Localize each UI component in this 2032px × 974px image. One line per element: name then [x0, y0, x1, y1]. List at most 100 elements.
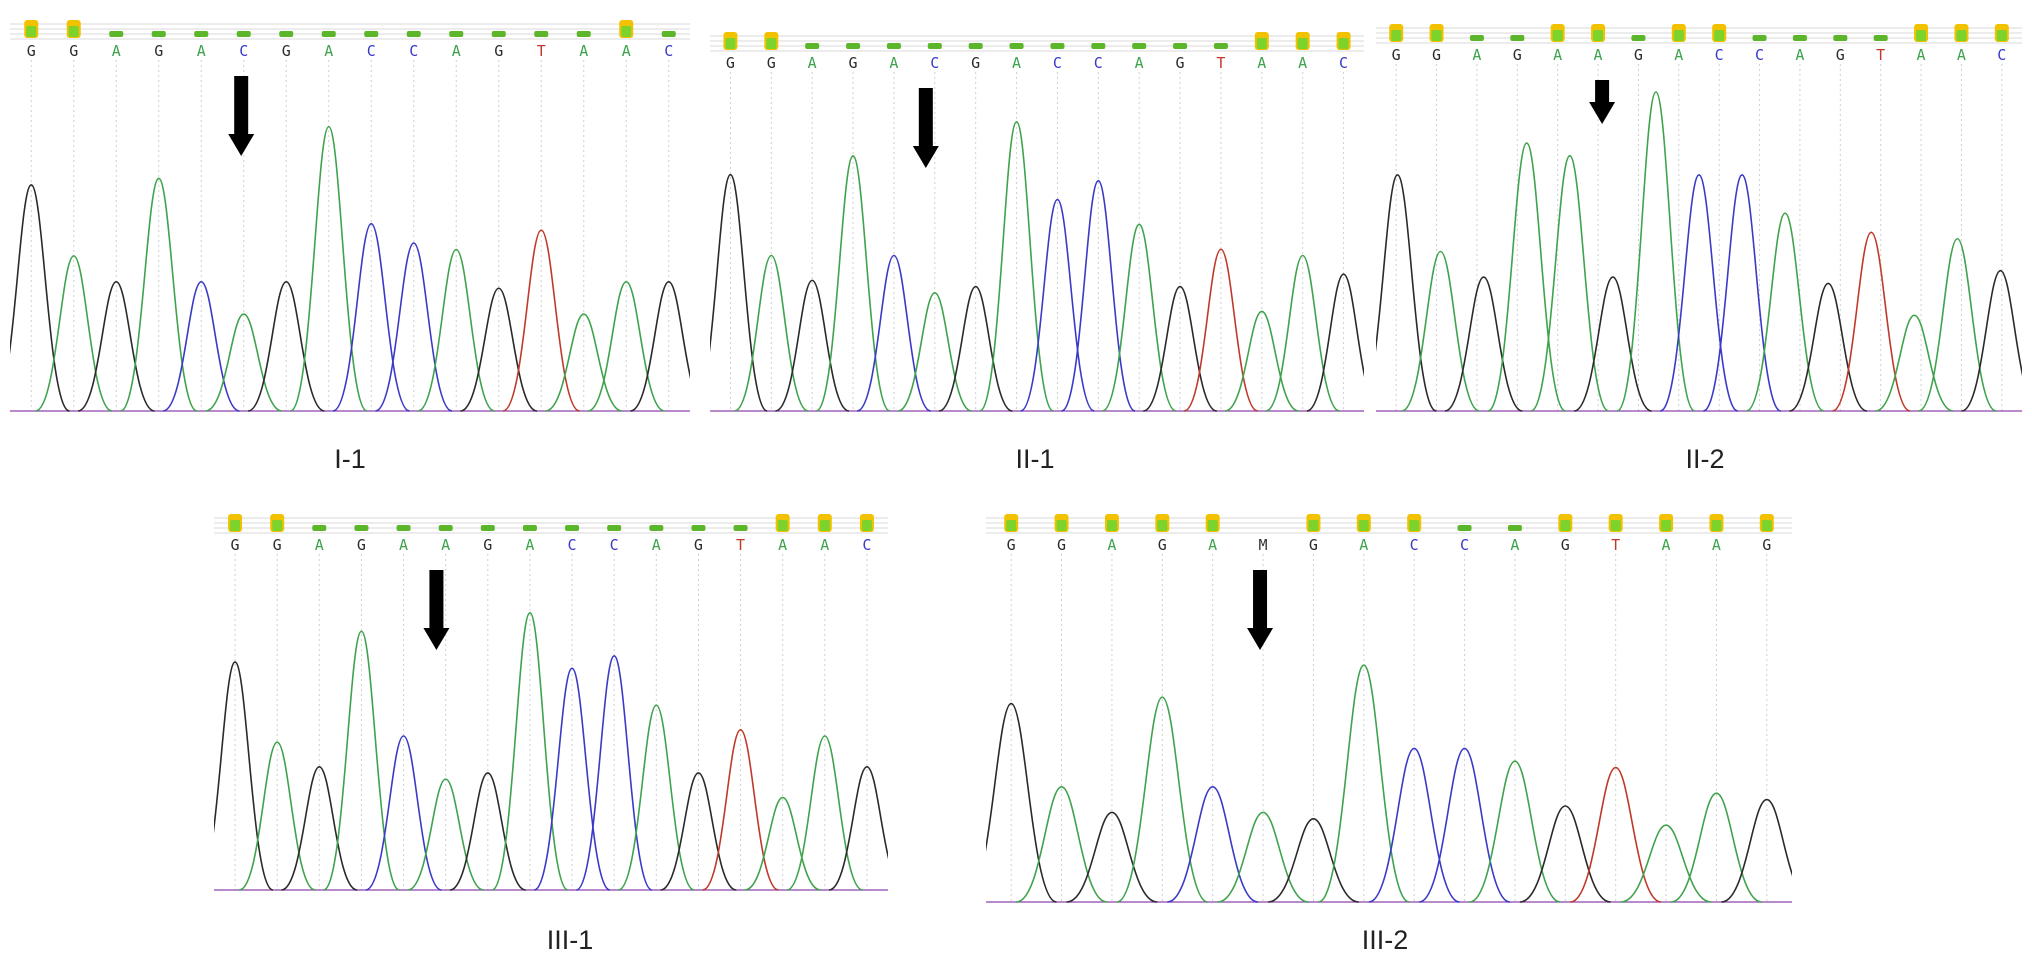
base-call-label: C	[1410, 536, 1419, 554]
trace-peak-c	[1167, 785, 1259, 903]
trace-peak-g	[1573, 276, 1652, 412]
base-call-label: G	[1176, 54, 1185, 72]
base-call-label: A	[315, 536, 324, 554]
base-call-label: C	[930, 54, 939, 72]
quality-low-icon	[846, 43, 861, 49]
trace-peak-a	[1620, 824, 1712, 903]
trace-peak-a	[407, 778, 484, 891]
trace-peak-a	[120, 177, 198, 412]
trace-peak-g	[449, 772, 526, 891]
quality-low-icon	[1469, 35, 1484, 41]
trace-peak-g	[630, 280, 690, 412]
quality-high-icon	[1954, 24, 1969, 42]
trace-peak-c	[1368, 747, 1460, 903]
trace-peak-a	[205, 313, 283, 412]
trace-peak-a	[1670, 792, 1762, 903]
base-call-label: A	[1795, 46, 1804, 64]
trace-peak-g	[460, 287, 538, 412]
base-call-label: A	[652, 536, 661, 554]
trace-peak-a	[734, 254, 809, 412]
base-call-label: G	[694, 536, 703, 554]
base-call-label: A	[1662, 536, 1671, 554]
trace-peak-t	[702, 729, 779, 891]
trace-peak-g	[214, 661, 274, 891]
quality-low-icon	[1009, 43, 1024, 49]
trace-peak-a	[1401, 250, 1480, 412]
base-call-label: T	[1611, 536, 1620, 554]
base-call-label: C	[239, 42, 248, 60]
quality-high-icon	[1336, 32, 1351, 50]
quality-low-icon	[649, 525, 664, 531]
quality-high-icon	[1205, 514, 1220, 532]
trace-peak-a	[323, 630, 400, 891]
base-call-label: C	[1053, 54, 1062, 72]
quality-low-icon	[1050, 43, 1065, 49]
trace-peak-g	[1961, 269, 2022, 412]
base-call-label: G	[273, 536, 282, 554]
base-call-label: T	[736, 536, 745, 554]
quality-high-icon	[1407, 514, 1422, 532]
down-arrow-icon	[423, 570, 450, 650]
base-call-label: A	[525, 536, 534, 554]
quality-high-icon	[1709, 514, 1724, 532]
quality-low-icon	[312, 525, 327, 531]
quality-low-icon	[279, 31, 294, 37]
quality-high-icon	[270, 514, 285, 532]
quality-low-icon	[691, 525, 706, 531]
base-call-label: G	[1762, 536, 1771, 554]
base-call-label: C	[1094, 54, 1103, 72]
quality-high-icon	[1591, 24, 1606, 42]
trace-peak-g	[247, 280, 325, 412]
trace-peak-c	[1418, 747, 1511, 903]
trace-peak-g	[1066, 811, 1158, 903]
quality-high-icon	[1914, 24, 1929, 42]
base-call-label: C	[1997, 46, 2006, 64]
trace-peak-g	[1444, 276, 1523, 412]
quality-low-icon	[1132, 43, 1147, 49]
quality-high-icon	[817, 514, 832, 532]
trace-peak-g	[660, 772, 737, 891]
base-call-label: A	[452, 42, 461, 60]
quality-low-icon	[449, 31, 464, 37]
quality-high-icon	[228, 514, 243, 532]
base-call-label: T	[537, 42, 546, 60]
base-call-label: A	[889, 54, 898, 72]
down-arrow-icon	[1247, 570, 1274, 650]
trace-peak-a	[786, 735, 864, 891]
quality-low-icon	[396, 525, 411, 531]
down-arrow-icon	[1589, 80, 1616, 124]
quality-low-icon	[1173, 43, 1188, 49]
panel-label-i-1: I-1	[334, 444, 366, 474]
quality-low-icon	[406, 31, 421, 37]
quality-low-icon	[576, 31, 591, 37]
trace-peak-c	[1020, 198, 1095, 412]
quality-low-icon	[354, 525, 369, 531]
trace-peak-g	[1519, 805, 1611, 903]
trace-peak-a	[1616, 91, 1696, 412]
base-call-label: C	[610, 536, 619, 554]
quality-low-icon	[1213, 43, 1228, 49]
base-call-label: G	[849, 54, 858, 72]
quality-high-icon	[619, 20, 634, 38]
quality-low-icon	[1510, 35, 1525, 41]
base-call-label: C	[1715, 46, 1724, 64]
quality-low-icon	[236, 31, 251, 37]
base-call-label: G	[767, 54, 776, 72]
trace-peak-c	[1659, 174, 1739, 412]
quality-high-icon	[1712, 24, 1727, 42]
base-call-label: G	[1392, 46, 1401, 64]
base-call-label: A	[1594, 46, 1603, 64]
base-call-label: G	[1561, 536, 1570, 554]
quality-low-icon	[1792, 35, 1807, 41]
trace-peak-a	[618, 704, 695, 891]
quality-low-icon	[151, 31, 166, 37]
quality-high-icon	[1671, 24, 1686, 42]
quality-low-icon	[480, 525, 495, 531]
trace-peak-g	[775, 279, 850, 412]
base-call-label: C	[367, 42, 376, 60]
quality-high-icon	[1429, 24, 1444, 42]
base-call-label: G	[1836, 46, 1845, 64]
trace-peak-a	[744, 796, 821, 891]
